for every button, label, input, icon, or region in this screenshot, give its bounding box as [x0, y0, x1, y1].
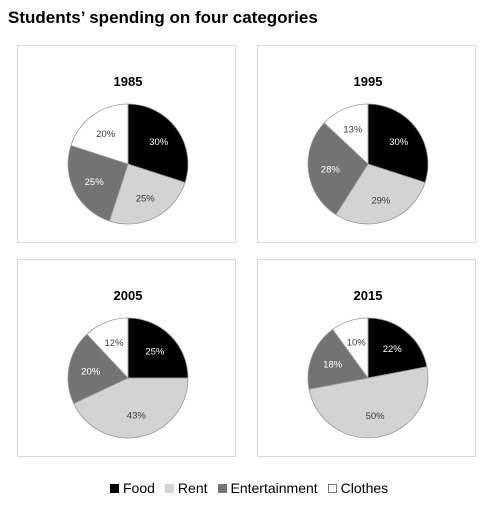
pie-slice-entertainment [67, 144, 129, 222]
pie-title: 2005 [114, 288, 143, 303]
pie-label-entertainment: 18% [323, 360, 343, 371]
pie-chart-2: 1995 30% 29% 28% 13% [307, 74, 429, 225]
pie-slice-food [127, 103, 189, 184]
pie-chart-4: 2015 22% 50% 18% 10% [307, 288, 429, 439]
pie-chart-3: 2005 25% 43% 20% 12% [67, 288, 189, 439]
pie-title: 1995 [354, 74, 383, 89]
pie-slice-rent [335, 163, 426, 225]
legend-label-rent: Rent [177, 480, 208, 496]
pie-panel-3: 2005 25% 43% 20% 12% [17, 259, 236, 457]
pie-slice-clothes [323, 103, 369, 165]
pie-panel-2: 1995 30% 29% 28% 13% [257, 45, 476, 243]
legend-label-entertainment: Entertainment [230, 480, 318, 496]
legend-swatch-rent [164, 483, 174, 493]
legend-item-food: Food [110, 480, 155, 496]
legend-item-entertainment: Entertainment [217, 480, 318, 496]
pie-slice-entertainment [307, 122, 369, 216]
pie-label-rent: 29% [371, 195, 391, 206]
legend-swatch-entertainment [217, 483, 227, 493]
legend-label-clothes: Clothes [340, 480, 389, 496]
legend-swatch-clothes [327, 483, 337, 493]
pie-title: 2015 [354, 288, 383, 303]
pie-label-clothes: 20% [96, 129, 116, 140]
pie-label-rent: 50% [366, 411, 386, 422]
pie-label-food: 22% [383, 344, 403, 355]
pie-label-food: 30% [389, 137, 409, 148]
pie-slice-food [367, 317, 428, 379]
pie-slice-clothes [332, 317, 369, 380]
pie-label-clothes: 13% [343, 125, 363, 136]
pie-panel-4: 2015 22% 50% 18% 10% [257, 259, 476, 457]
pie-label-entertainment: 20% [81, 366, 101, 377]
pie-label-rent: 25% [136, 193, 156, 204]
pie-slice-clothes [86, 317, 129, 380]
legend-item-rent: Rent [164, 480, 208, 496]
pie-label-food: 25% [145, 347, 165, 358]
pie-slice-entertainment [67, 333, 129, 405]
pie-label-rent: 43% [127, 411, 147, 422]
pie-label-clothes: 10% [347, 337, 367, 348]
pie-slice-rent [308, 366, 429, 439]
legend-label-food: Food [123, 480, 155, 496]
pie-title: 1985 [114, 74, 143, 89]
pie-label-food: 30% [149, 137, 169, 148]
pie-slice-entertainment [307, 328, 369, 390]
pie-slice-clothes [70, 103, 129, 165]
legend: Food Rent Entertainment Clothes [110, 480, 398, 496]
page-title: Students’ spending on four categories [8, 8, 318, 27]
legend-swatch-food [110, 483, 119, 493]
pie-label-clothes: 12% [105, 338, 125, 349]
pie-label-entertainment: 25% [85, 177, 105, 188]
pie-slice-rent [73, 377, 189, 439]
pie-label-entertainment: 28% [321, 164, 341, 175]
pie-panel-1: 1985 30% 25% 25% 20% [17, 45, 236, 243]
legend-item-clothes: Clothes [327, 480, 389, 496]
pie-slice-food [367, 103, 429, 184]
pie-slice-rent [108, 163, 186, 225]
pie-slice-food [127, 317, 189, 379]
pie-chart-1: 1985 30% 25% 25% 20% [67, 74, 189, 225]
